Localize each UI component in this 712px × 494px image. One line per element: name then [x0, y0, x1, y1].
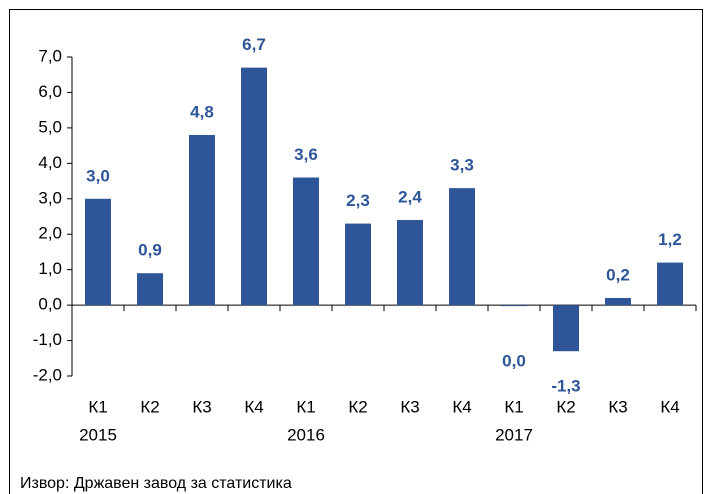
x-tick-label: К4: [660, 397, 679, 416]
bar: [449, 188, 475, 306]
y-tick-label: -2,0: [33, 365, 62, 384]
value-label: 0,9: [138, 241, 162, 260]
value-label: -1,3: [551, 377, 580, 396]
x-tick-label: К2: [556, 397, 575, 416]
bar: [189, 134, 215, 306]
group-label: 2017: [495, 425, 533, 444]
bar: [241, 67, 267, 306]
x-tick-label: К1: [296, 397, 315, 416]
x-tick-label: К4: [244, 397, 263, 416]
group-label: 2015: [79, 425, 117, 444]
x-tick-label: К3: [400, 397, 419, 416]
bar: [553, 305, 579, 352]
value-label: 3,3: [450, 156, 474, 175]
x-tick-label: К2: [348, 397, 367, 416]
y-tick-label: 6,0: [38, 82, 62, 101]
bar: [137, 273, 163, 306]
value-label: 4,8: [190, 102, 214, 121]
frame: [9, 9, 703, 494]
value-label: 2,3: [346, 191, 370, 210]
x-tick-label: К3: [608, 397, 627, 416]
x-tick-label: К3: [192, 397, 211, 416]
y-tick-label: -1,0: [33, 330, 62, 349]
y-tick-label: 7,0: [38, 46, 62, 65]
value-label: 0,0: [502, 352, 526, 371]
x-tick-label: К4: [452, 397, 471, 416]
y-tick-label: 0,0: [38, 295, 62, 314]
value-label: 3,0: [86, 166, 110, 185]
y-tick-label: 1,0: [38, 259, 62, 278]
bar: [85, 198, 111, 306]
x-tick-label: К1: [504, 397, 523, 416]
y-tick-label: 2,0: [38, 224, 62, 243]
value-label: 1,2: [658, 230, 682, 249]
value-label: 6,7: [242, 35, 266, 54]
bar: [501, 305, 527, 307]
value-label: 2,4: [398, 188, 422, 207]
source-note: Извор: Државен завод за статистика: [20, 475, 292, 492]
bar: [293, 177, 319, 306]
x-tick-label: К2: [140, 397, 159, 416]
group-label: 2016: [287, 425, 325, 444]
y-tick-label: 5,0: [38, 117, 62, 136]
x-tick-label: К1: [88, 397, 107, 416]
bar: [345, 223, 371, 306]
bar: [397, 220, 423, 306]
value-label: 3,6: [294, 145, 318, 164]
value-label: 0,2: [606, 266, 630, 285]
bar: [657, 262, 683, 306]
y-tick-label: 4,0: [38, 153, 62, 172]
y-tick-label: 3,0: [38, 188, 62, 207]
bar: [605, 298, 631, 306]
